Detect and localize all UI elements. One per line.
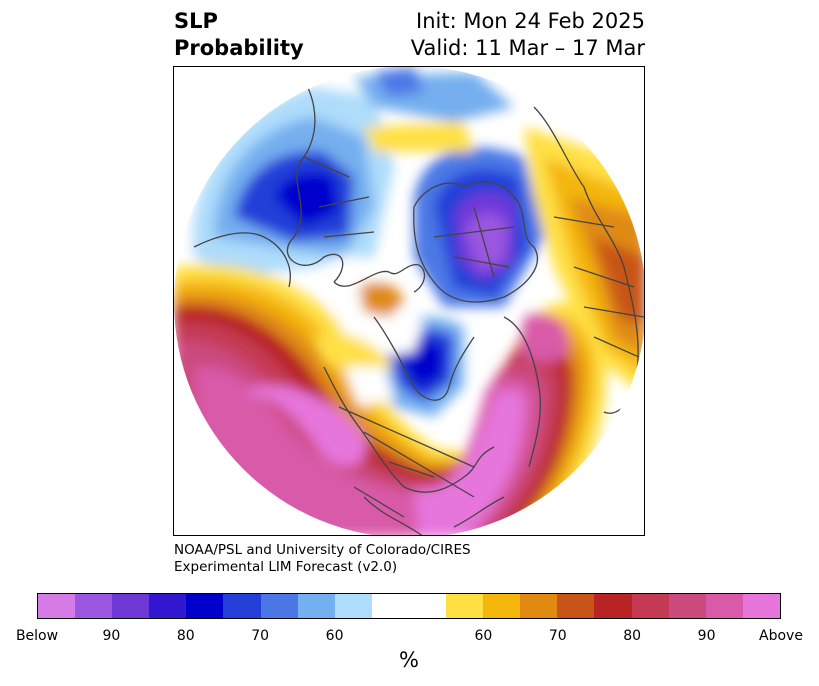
colorbar-above-segment-8 — [705, 594, 743, 618]
colorbar-tick-label: 60 — [325, 628, 344, 644]
init-date: Init: Mon 24 Feb 2025 — [416, 9, 645, 33]
credit-line-2: Experimental LIM Forecast (v2.0) — [174, 559, 398, 575]
colorbar-tick-label: Below — [15, 628, 59, 644]
colorbar-above-segment-2 — [483, 594, 521, 618]
colorbar-above-segment-4 — [557, 594, 595, 618]
valid-period: Valid: 11 Mar – 17 Mar — [410, 36, 645, 60]
coastlines — [193, 67, 644, 535]
colorbar-below-segment-3 — [112, 594, 150, 618]
title-variable: SLP — [174, 9, 218, 33]
colorbar-below-segment-2 — [75, 594, 113, 618]
colorbar-tick-label: 90 — [102, 628, 121, 644]
forecast-dates: Init: Mon 24 Feb 2025 Valid: 11 Mar – 17… — [411, 8, 645, 62]
colorbar-tick-label: Above — [759, 628, 803, 644]
probability-field — [174, 67, 644, 535]
colorbar-tick-label: 90 — [697, 628, 716, 644]
colorbar-above-segment-5 — [594, 594, 632, 618]
colorbar-below-segment-7 — [260, 594, 298, 618]
probability-map — [173, 66, 645, 536]
colorbar-below-segment-9 — [334, 594, 372, 618]
data-credit: NOAA/PSL and University of Colorado/CIRE… — [174, 542, 471, 576]
colorbar-below-segment-4 — [149, 594, 187, 618]
colorbar-above-segment-7 — [668, 594, 706, 618]
colorbar-above-segment-1 — [446, 594, 484, 618]
colorbar-tick-label: 70 — [251, 628, 270, 644]
colorbar-tick-label: 60 — [474, 628, 493, 644]
colorbar-below-segment-6 — [223, 594, 261, 618]
colorbar-below-segment-8 — [297, 594, 335, 618]
colorbar-below-segment-5 — [186, 594, 224, 618]
title-measure: Probability — [174, 36, 304, 60]
colorbar-tick-label: 80 — [176, 628, 195, 644]
polar-map-svg — [174, 67, 644, 535]
colorbar-tick-label: 70 — [548, 628, 567, 644]
colorbar-tick-label: 80 — [623, 628, 642, 644]
colorbar-unit-label: % — [399, 648, 419, 672]
colorbar-above-segment-3 — [520, 594, 558, 618]
colorbar-below-segment-1 — [38, 594, 76, 618]
colorbar-neutral-segment — [371, 594, 447, 618]
map-title: SLP Probability — [174, 8, 304, 62]
credit-line-1: NOAA/PSL and University of Colorado/CIRE… — [174, 542, 471, 558]
colorbar-above-segment-6 — [631, 594, 669, 618]
colorbar-above-segment-9 — [742, 594, 780, 618]
colorbar — [37, 593, 781, 619]
